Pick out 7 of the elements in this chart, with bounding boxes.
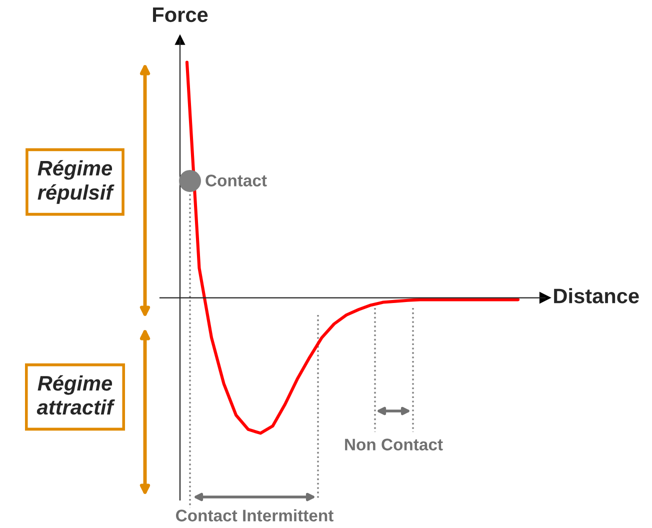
x-axis-title: Distance <box>554 288 639 304</box>
annotation: Contact <box>206 174 267 186</box>
text: Régime attractif <box>36 375 115 415</box>
text: Contact Intermittent <box>176 509 334 522</box>
text: Non Contact <box>345 438 443 450</box>
y-axis-title: Force <box>153 8 208 22</box>
text: Régime répulsif <box>38 160 114 204</box>
